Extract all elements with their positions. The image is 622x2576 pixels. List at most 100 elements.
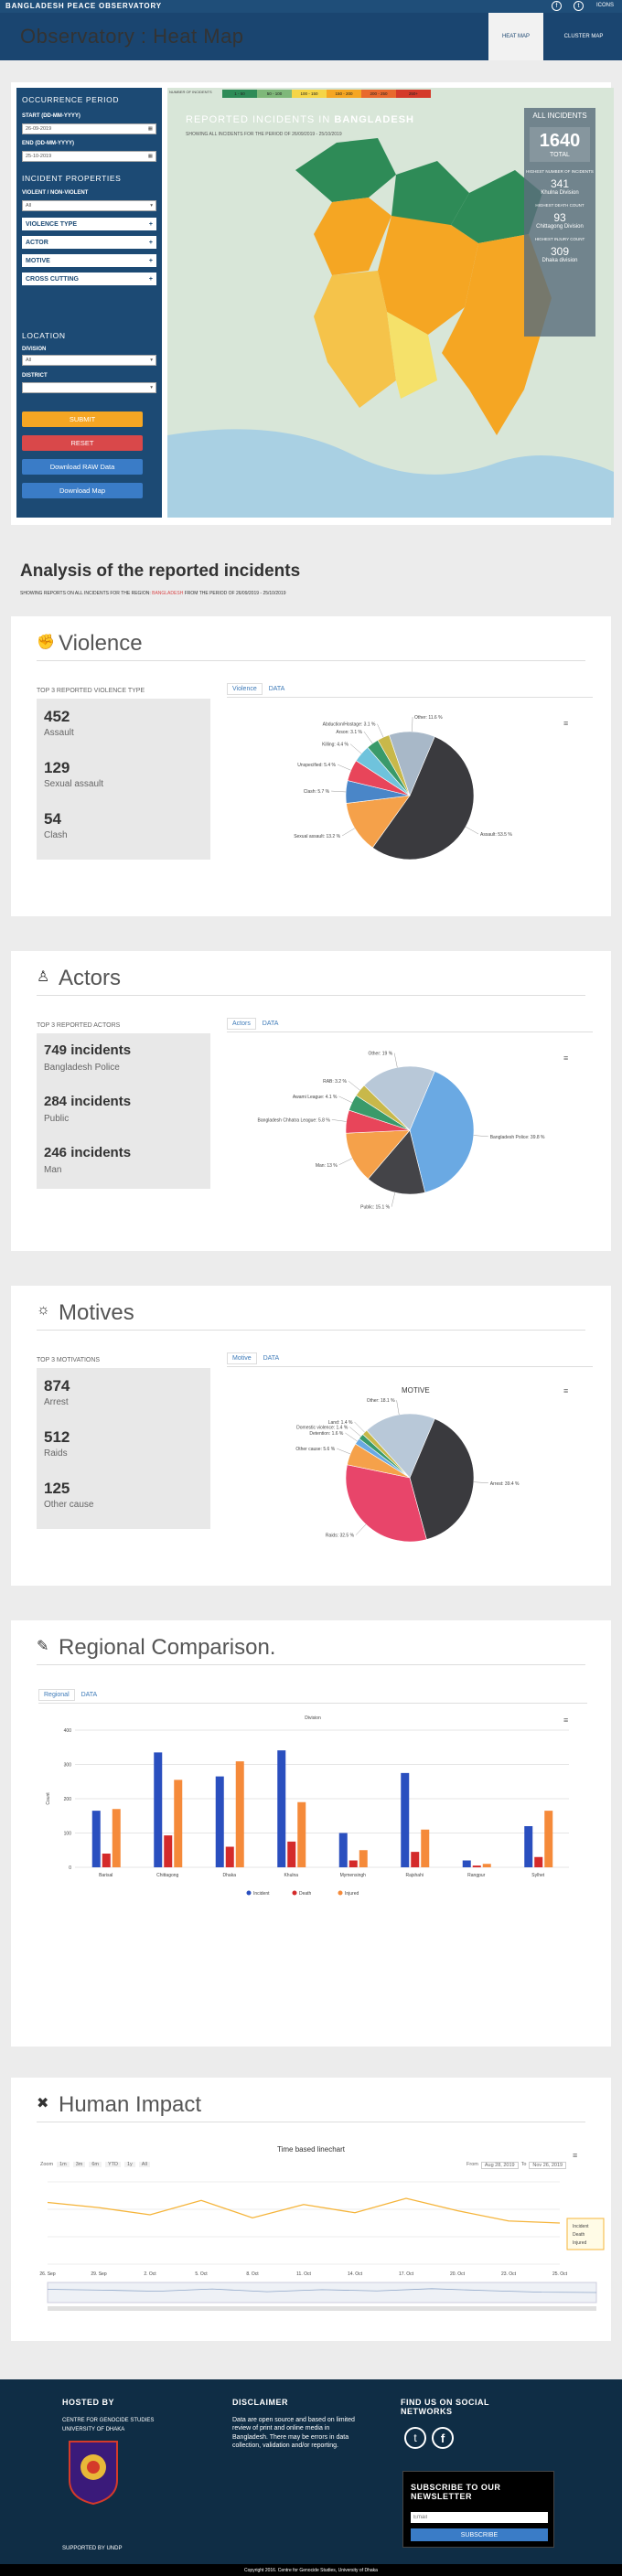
download-raw-button[interactable]: Download RAW Data <box>22 459 143 475</box>
navigator[interactable] <box>47 2282 597 2303</box>
violence-type-toggle[interactable]: VIOLENCE TYPE + <box>22 218 156 230</box>
y-tick-label: 0 <box>69 1865 71 1871</box>
legend-label[interactable]: Incident <box>253 1891 270 1897</box>
legend-label[interactable]: Injured <box>345 1891 359 1897</box>
pie-label: Bangladesh Chhatra League: 5.8 % <box>258 1117 331 1123</box>
bar[interactable] <box>524 1826 533 1867</box>
region-sylhet[interactable] <box>451 170 542 243</box>
submit-button[interactable]: SUBMIT <box>22 412 143 427</box>
legend-label[interactable]: Injured <box>573 2240 587 2246</box>
tab-cluster-map[interactable]: CLUSTER MAP <box>563 34 604 39</box>
bar[interactable] <box>277 1750 286 1867</box>
bar[interactable] <box>215 1776 224 1867</box>
tab-motive[interactable]: Motive <box>227 1352 257 1364</box>
facebook-icon[interactable]: f <box>432 2427 454 2449</box>
legend-swatch: 150 - 200 <box>327 90 361 98</box>
legend-label[interactable]: Incident <box>573 2224 589 2229</box>
bar[interactable] <box>544 1811 553 1867</box>
pie-slice[interactable] <box>409 1071 475 1193</box>
bar[interactable] <box>235 1761 244 1867</box>
bar[interactable] <box>401 1772 410 1867</box>
actor-toggle[interactable]: ACTOR + <box>22 236 156 249</box>
tab-violence-data[interactable]: DATA <box>268 686 285 692</box>
pie-slice[interactable] <box>345 1464 427 1543</box>
district-select[interactable]: ▾ <box>22 382 156 393</box>
pie-slice[interactable] <box>345 1129 411 1180</box>
bar[interactable] <box>359 1850 368 1867</box>
twitter-icon[interactable]: t <box>574 1 584 11</box>
tab-violence[interactable]: Violence <box>227 683 263 695</box>
facebook-icon[interactable]: f <box>552 1 562 11</box>
zoom-button[interactable]: 3m <box>72 2162 86 2167</box>
bar[interactable] <box>287 1841 296 1867</box>
division-select[interactable]: All ▾ <box>22 355 156 366</box>
incident-line[interactable] <box>47 2197 561 2224</box>
tab-regional-data[interactable]: DATA <box>80 1692 98 1698</box>
bar[interactable] <box>482 1864 491 1867</box>
bar[interactable] <box>338 1833 348 1868</box>
tab-regional[interactable]: Regional <box>38 1689 75 1701</box>
tab-actors-data[interactable]: DATA <box>262 1021 279 1027</box>
zoom-button[interactable]: 1m <box>57 2162 70 2167</box>
pie-label: Domestic violence: 1.4 % <box>296 1425 349 1430</box>
region-dhaka[interactable] <box>378 216 478 335</box>
cross-cutting-toggle[interactable]: CROSS CUTTING + <box>22 273 156 285</box>
plus-icon: + <box>148 275 153 283</box>
region-khulna[interactable] <box>314 271 396 408</box>
menu-icon[interactable]: ≡ <box>573 2151 578 2160</box>
pie-slice[interactable] <box>366 1413 435 1479</box>
twitter-icon[interactable]: t <box>404 2427 426 2449</box>
motive-toggle[interactable]: MOTIVE + <box>22 254 156 267</box>
pie-slice[interactable] <box>346 795 411 849</box>
tab-motive-data[interactable]: DATA <box>263 1355 280 1362</box>
violent-select[interactable]: All ▾ <box>22 200 156 211</box>
reset-button[interactable]: RESET <box>22 435 143 451</box>
menu-icon[interactable]: ≡ <box>563 1716 569 1725</box>
zoom-button[interactable]: 1y <box>123 2162 135 2167</box>
map-legend: 1 - 50 50 - 100 100 - 150 150 - 200 200 - 25… <box>222 90 431 98</box>
top-bar: BANGLADESH PEACE OBSERVATORY f t ICONS <box>0 0 622 13</box>
bar[interactable] <box>349 1860 358 1868</box>
legend-label[interactable]: Death <box>573 2232 585 2238</box>
zoom-button[interactable]: 6m <box>89 2162 102 2167</box>
bar[interactable] <box>534 1856 543 1867</box>
email-field[interactable] <box>411 2512 548 2523</box>
zoom-button[interactable]: YTD <box>104 2162 121 2167</box>
icons-link[interactable]: ICONS <box>596 3 615 8</box>
menu-icon[interactable]: ≡ <box>563 1053 569 1063</box>
scrollbar[interactable] <box>48 2306 596 2311</box>
pie-slice[interactable] <box>363 1065 435 1131</box>
bar[interactable] <box>411 1852 420 1867</box>
pie-slice[interactable] <box>409 1418 475 1540</box>
zoom-button[interactable]: All <box>138 2162 150 2167</box>
end-date-input[interactable]: 25-10-2019 ▦ <box>22 151 156 162</box>
tab-heat-map[interactable]: HEAT MAP <box>488 13 543 60</box>
menu-icon[interactable]: ≡ <box>563 719 569 728</box>
subscribe-button[interactable]: SUBSCRIBE <box>411 2528 548 2541</box>
bar[interactable] <box>462 1860 471 1868</box>
from-date-input[interactable]: Aug 28, 2019 <box>480 2162 519 2169</box>
bar[interactable] <box>174 1780 183 1867</box>
pie-slice[interactable] <box>389 731 435 796</box>
region-barisal[interactable] <box>387 312 437 399</box>
bar[interactable] <box>102 1854 111 1867</box>
bar[interactable] <box>154 1752 163 1867</box>
region-rajshahi[interactable] <box>314 198 391 275</box>
bar[interactable] <box>297 1801 306 1867</box>
to-date-input[interactable]: Nov 26, 2019 <box>529 2162 567 2169</box>
legend-label[interactable]: Death <box>299 1891 312 1897</box>
start-date-input[interactable]: 26-09-2019 ▦ <box>22 123 156 134</box>
download-map-button[interactable]: Download Map <box>22 483 143 498</box>
bar[interactable] <box>472 1865 481 1867</box>
bar[interactable] <box>112 1809 121 1867</box>
region-mymensingh[interactable] <box>391 161 469 225</box>
bar[interactable] <box>421 1829 430 1867</box>
social-title: FIND US ON SOCIAL NETWORKS <box>401 2398 489 2416</box>
bar[interactable] <box>164 1835 173 1867</box>
menu-icon[interactable]: ≡ <box>563 1386 569 1395</box>
top-item-value: 874 <box>44 1377 70 1395</box>
tab-actors[interactable]: Actors <box>227 1018 256 1030</box>
bar[interactable] <box>225 1846 234 1868</box>
bar[interactable] <box>91 1811 101 1867</box>
region-rangpur[interactable] <box>295 138 396 202</box>
